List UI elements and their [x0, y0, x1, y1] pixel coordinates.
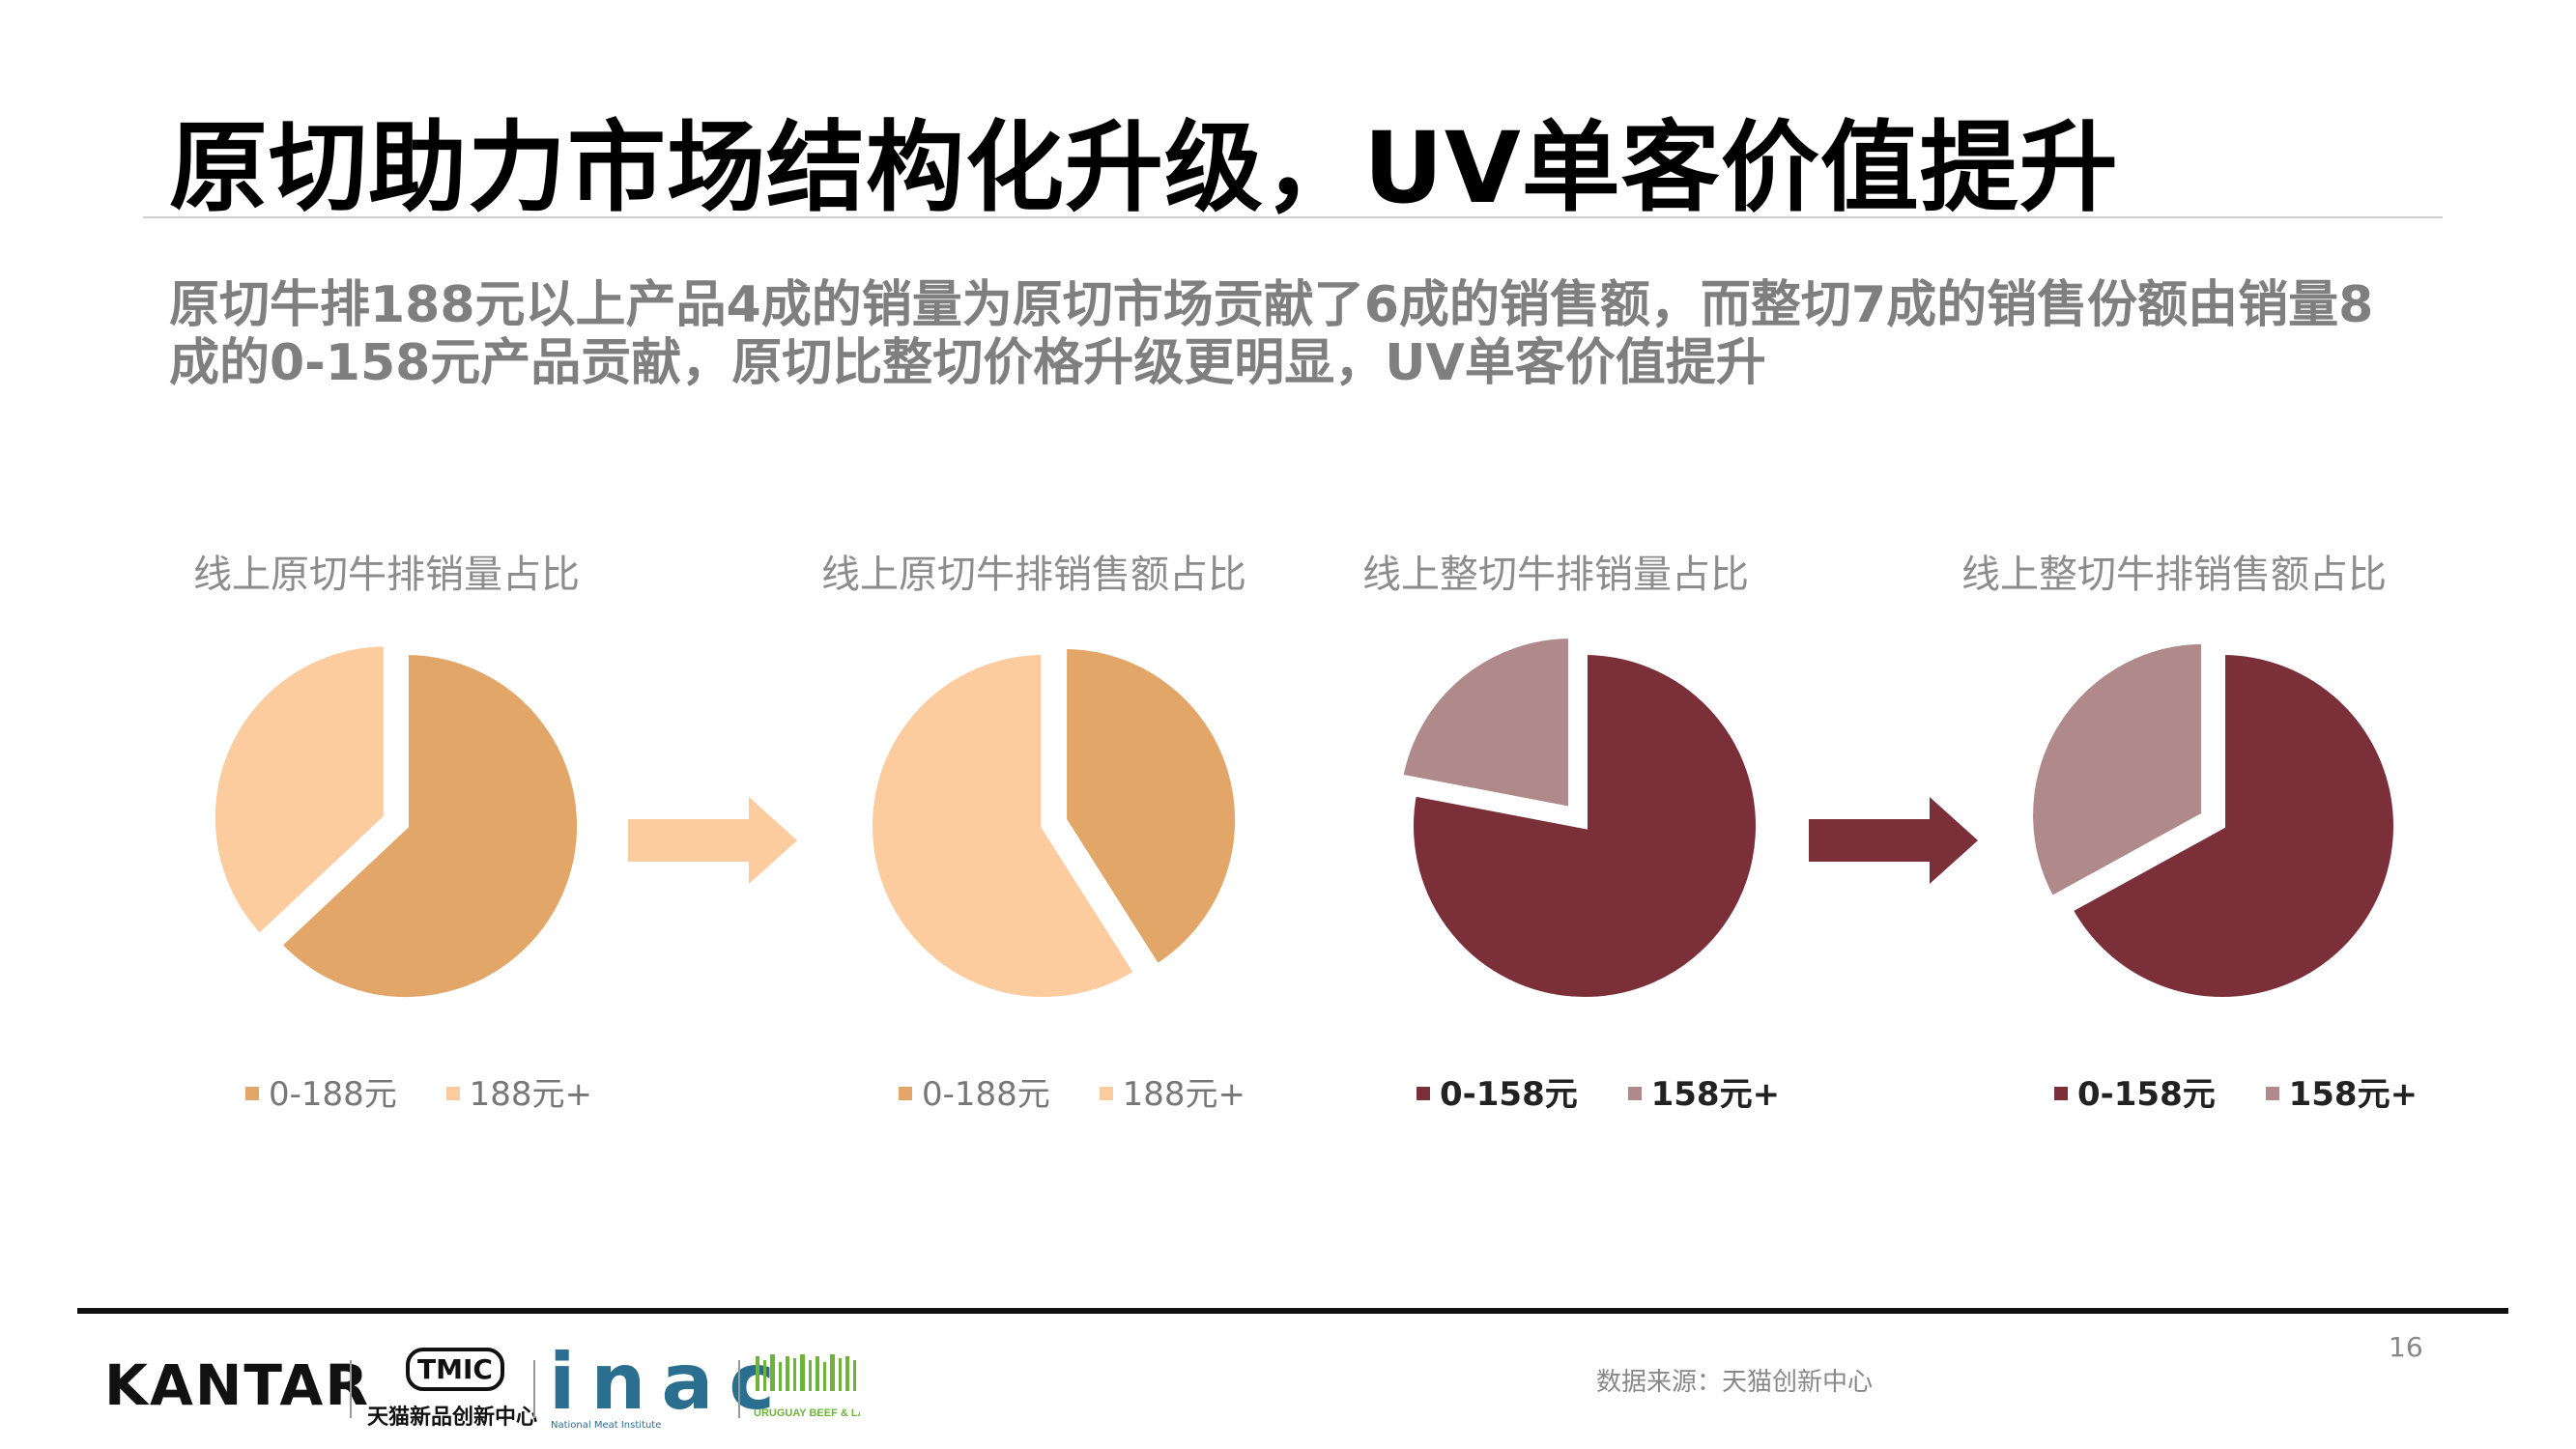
inac-subtitle: National Meat Institute — [551, 1420, 662, 1431]
legend-swatch — [245, 1086, 259, 1100]
legend-swatch — [2054, 1086, 2068, 1100]
legend-swatch — [445, 1086, 460, 1100]
kantar-logo: KANTAR — [104, 1352, 370, 1418]
legend-swatch — [2265, 1086, 2279, 1100]
legend-label: 188元+ — [1122, 1075, 1245, 1114]
pie-slice-0-188元 — [1061, 642, 1242, 971]
footer-divider — [77, 1308, 2508, 1314]
legend-item: 158元+ — [1627, 1067, 1781, 1115]
title-divider — [143, 216, 2443, 218]
pie-slice-158元+ — [2027, 638, 2208, 903]
legend-item: 188元+ — [445, 1067, 592, 1115]
chart-title-4: 线上整切牛排销售额占比 — [1961, 553, 2387, 597]
arrow-icon-dark — [1809, 797, 1978, 884]
arrow-icon-light — [628, 797, 797, 884]
legend-item: 0-188元 — [899, 1067, 1050, 1115]
legend-label: 0-188元 — [269, 1075, 397, 1114]
legend-item: 158元+ — [2265, 1067, 2419, 1115]
legend-label: 158元+ — [2288, 1075, 2419, 1114]
legend-item: 188元+ — [1099, 1067, 1245, 1115]
tmic-badge: TMIC — [406, 1348, 504, 1391]
page-subtitle: 原切牛排188元以上产品4成的销量为原切市场贡献了6成的销售额，而整切7成的销售… — [169, 276, 2374, 392]
logo-separator — [738, 1360, 740, 1418]
uruguay-logo-text: URUGUAY BEEF & LAMB 乌拉圭牛羊肉 — [754, 1406, 860, 1419]
tmic-logo: TMIC 天猫新品创新中心 — [367, 1348, 537, 1435]
pie-chart-3 — [1396, 633, 1761, 1003]
legend-label: 0-188元 — [922, 1075, 1050, 1114]
legend-item: 0-188元 — [245, 1067, 397, 1115]
legend-item: 0-158元 — [1417, 1067, 1578, 1115]
legend-swatch — [1627, 1086, 1642, 1100]
pie-slice-0-158元 — [1408, 648, 1761, 1003]
legend-swatch — [1099, 1086, 1113, 1100]
data-source: 数据来源：天猫创新中心 — [1596, 1368, 1874, 1397]
legend-2: 0-188元 188元+ — [899, 1067, 1284, 1115]
pie-chart-4 — [2027, 638, 2399, 1003]
logo-separator — [350, 1360, 352, 1418]
uruguay-beef-logo: URUGUAY BEEF & LAMB 乌拉圭牛羊肉 — [754, 1354, 860, 1419]
legend-4: 0-158元 158元+ — [2054, 1067, 2456, 1115]
pie-slice-158元+ — [1396, 633, 1574, 813]
chart-title-2: 线上原切牛排销售额占比 — [821, 553, 1246, 597]
legend-label: 188元+ — [469, 1075, 592, 1114]
chart-title-1: 线上原切牛排销量占比 — [193, 553, 580, 597]
legend-3: 0-158元 158元+ — [1417, 1067, 1818, 1115]
tmic-text: 天猫新品创新中心 — [367, 1406, 538, 1430]
legend-label: 0-158元 — [2077, 1075, 2216, 1114]
pie-chart-2 — [867, 642, 1242, 1003]
legend-swatch — [1417, 1086, 1430, 1100]
pie-slice-188元+ — [209, 640, 389, 941]
pie-slice-0-188元 — [274, 648, 583, 1003]
page-title: 原切助力市场结构化升级，UV单客价值提升 — [169, 111, 2119, 226]
legend-1: 0-188元 188元+ — [245, 1067, 631, 1115]
logo-separator — [533, 1360, 535, 1418]
legend-swatch — [899, 1086, 912, 1100]
legend-item: 0-158元 — [2054, 1067, 2216, 1115]
legend-label: 0-158元 — [1440, 1075, 1578, 1114]
inac-logo: inac — [549, 1337, 790, 1427]
legend-label: 158元+ — [1650, 1075, 1781, 1114]
pie-slice-188元+ — [867, 648, 1141, 1003]
pie-chart-1 — [209, 640, 583, 1003]
pie-slice-0-158元 — [2066, 648, 2399, 1003]
chart-title-3: 线上整切牛排销量占比 — [1362, 553, 1749, 597]
page-number: 16 — [2389, 1331, 2423, 1363]
